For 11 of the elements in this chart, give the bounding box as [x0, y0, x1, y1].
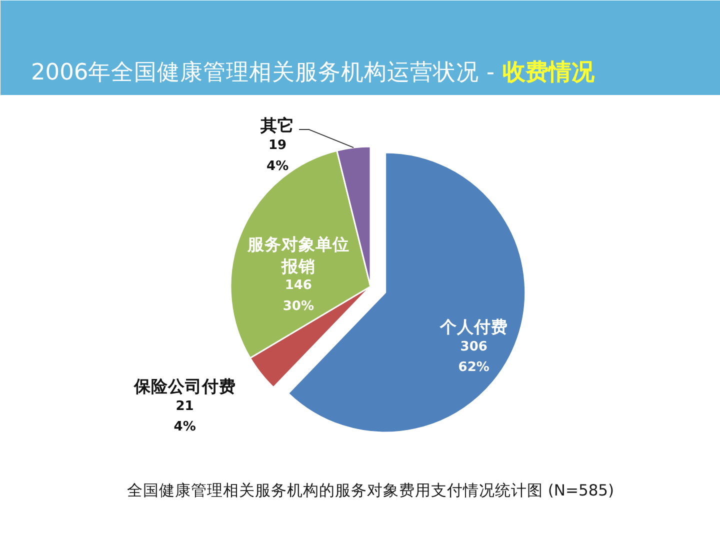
slice-label: 个人付费	[438, 317, 508, 336]
slice-label: 其它	[260, 116, 295, 136]
chart-subtitle: 收费情况	[502, 60, 596, 86]
slice-label: 服务对象单位报销	[246, 235, 350, 276]
chart-title: 2006年全国健康管理相关服务机构运营状况 -	[30, 60, 495, 86]
data-label: 306 62%	[458, 339, 490, 376]
text: 全国健康管理相关服务机构的服务对象费用支付情况统计图 (N=585)	[126, 482, 614, 500]
data-label: 19 4%	[266, 138, 289, 174]
data-label: 21 4%	[174, 398, 196, 435]
data-label: 146 30%	[282, 278, 314, 314]
slice-label: 保险公司付费	[132, 376, 236, 396]
